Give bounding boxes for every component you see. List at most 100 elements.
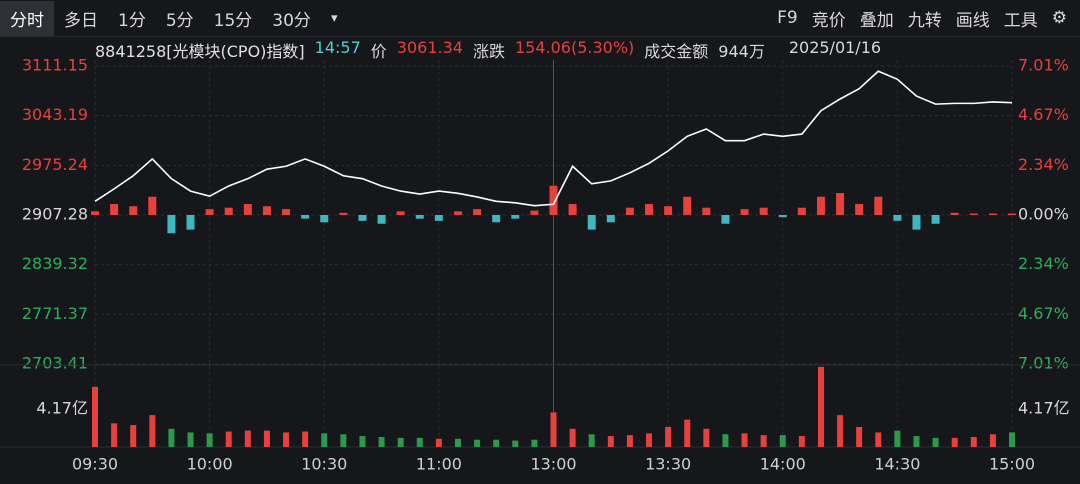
histogram-bar <box>625 207 634 215</box>
change-label: 涨跌 <box>472 42 505 61</box>
volume-bar <box>92 386 98 447</box>
y2-tick-label: 0.00% <box>1018 205 1069 224</box>
settings-icon[interactable]: ⚙ <box>1051 8 1067 28</box>
volume-bar <box>149 415 156 447</box>
histogram-bar <box>91 211 99 215</box>
x-tick-label: 14:30 <box>874 455 920 474</box>
y-tick-label: 2907.28 <box>22 205 88 224</box>
volume-bar <box>798 436 805 447</box>
volume-bar <box>512 440 519 447</box>
x-tick-label: 10:30 <box>301 455 347 474</box>
x-tick-label: 09:30 <box>72 455 118 474</box>
volume-bar <box>302 431 309 447</box>
tab[interactable]: 1分 <box>118 10 146 31</box>
volume-bar <box>646 433 653 447</box>
price-line <box>94 70 1013 207</box>
volume-bar <box>474 439 481 447</box>
volume-bar <box>206 433 213 447</box>
x-tick-label: 13:30 <box>645 455 691 474</box>
volume-bar <box>283 432 290 447</box>
tab[interactable]: 30分 <box>272 10 311 31</box>
histogram-bar <box>587 215 596 230</box>
x-tick-label: 15:00 <box>989 455 1035 474</box>
volume-bar <box>435 438 442 447</box>
histogram-bar <box>931 215 940 224</box>
tool[interactable]: 竞价 <box>811 10 846 31</box>
y2-tick-label: 2.34% <box>1018 155 1069 174</box>
tab[interactable]: 5分 <box>165 10 194 31</box>
x-tick-label: 10:00 <box>187 455 233 474</box>
tool[interactable]: F9 <box>777 8 798 28</box>
time: 14:57 <box>314 38 361 57</box>
histogram-bar <box>969 213 978 215</box>
histogram-bar <box>434 215 443 221</box>
tool[interactable]: 九转 <box>907 10 942 31</box>
change: 154.06(5.30%) <box>514 38 635 57</box>
histogram-bar <box>797 207 806 215</box>
volume-bar <box>894 430 901 447</box>
info-bar: 8841258[光模块(CPO)指数] 14:57 价 3061.34 涨跌 1… <box>95 38 882 61</box>
histogram-bar <box>855 204 864 215</box>
y-tick-label: 2703.41 <box>22 354 88 373</box>
y2-tick-label: 7.01% <box>1018 354 1069 373</box>
volume-bar <box>263 430 270 447</box>
y-tick-label: 2975.24 <box>22 155 88 174</box>
tool[interactable]: 工具 <box>1003 10 1038 31</box>
price: 3061.34 <box>396 38 463 57</box>
histogram-bar <box>778 215 787 218</box>
tab[interactable]: 分时 <box>0 0 54 36</box>
histogram-bar <box>950 212 959 215</box>
histogram-bar <box>301 215 310 219</box>
volume-bar <box>340 434 347 447</box>
y-tick-label: 2839.32 <box>22 254 88 273</box>
code: 8841258[光模块(CPO)指数] <box>95 42 305 61</box>
volume-bar <box>760 435 767 447</box>
histogram-bar <box>721 215 730 224</box>
volume-bar <box>397 437 404 447</box>
volume-bar <box>856 426 863 447</box>
date: 2025/01/16 <box>788 38 882 57</box>
y-tick-label: 3111.15 <box>22 56 88 75</box>
histogram-bar <box>453 211 462 215</box>
volume-bar <box>244 430 251 447</box>
tool[interactable]: 叠加 <box>859 10 894 31</box>
volume-bar <box>454 438 461 447</box>
tab[interactable]: 15分 <box>213 10 253 31</box>
volume-bar <box>932 437 939 447</box>
volume-bar <box>111 423 118 447</box>
amount-label: 成交金额 <box>644 42 709 61</box>
volume-bar <box>359 436 366 447</box>
histogram-bar <box>377 215 386 224</box>
volume-bar <box>531 439 538 447</box>
volume-bar <box>703 428 710 447</box>
histogram-bar <box>224 207 233 215</box>
volume-bar <box>989 434 996 447</box>
dropdown-icon[interactable]: ▾ <box>330 10 338 26</box>
histogram-bar <box>243 204 252 215</box>
histogram-bar <box>396 211 405 215</box>
y-tick-label: 3043.19 <box>22 105 88 124</box>
histogram-bar <box>167 215 176 234</box>
volume-bar <box>626 435 633 447</box>
tab[interactable]: 多日 <box>64 10 98 31</box>
histogram-bar <box>148 196 157 215</box>
volume-bar <box>378 436 385 447</box>
histogram-bar <box>358 215 367 221</box>
tool[interactable]: 画线 <box>955 10 990 31</box>
x-tick-label: 14:00 <box>760 455 806 474</box>
price-label: 价 <box>370 42 387 61</box>
y2-tick-label: 7.01% <box>1018 56 1069 75</box>
y2-tick-label: 2.34% <box>1018 254 1069 273</box>
tools: F9 竞价 叠加 九转 画线 工具 ⚙ <box>770 0 1074 36</box>
volume-bar <box>1009 432 1015 447</box>
volume-bar <box>684 419 691 447</box>
histogram-bar <box>549 185 558 215</box>
histogram-bar <box>836 193 845 215</box>
volume-tick-label: 4.17亿 <box>1018 399 1070 418</box>
volume-bar <box>875 432 882 447</box>
histogram-bar <box>759 207 768 215</box>
histogram-bar <box>339 212 348 215</box>
volume-bar <box>970 436 977 447</box>
histogram-bar <box>530 210 539 215</box>
